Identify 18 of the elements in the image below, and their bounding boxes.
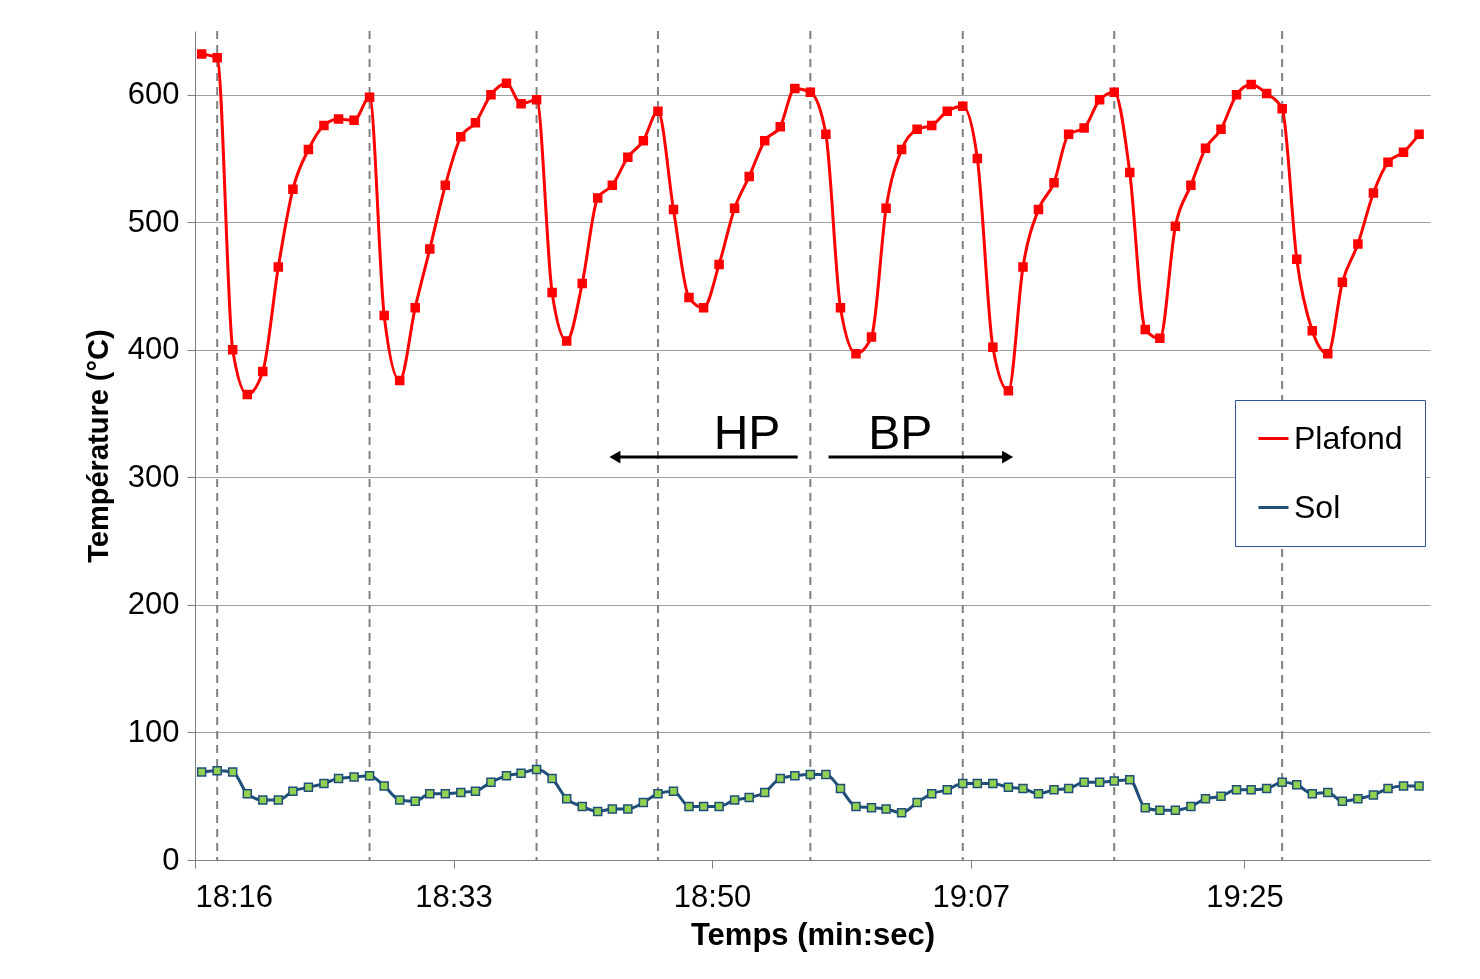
annotation: BP [868,405,933,459]
x-tick-label: 19:25 [1206,878,1284,914]
x-tick-label: 18:16 [195,878,274,914]
y-tick-label: 300 [127,458,180,494]
y-tick-label: 500 [127,203,180,239]
y-axis-title: Température (°C) [81,329,114,563]
y-tick-label: 0 [162,841,180,877]
legend-label: Plafond [1294,419,1403,456]
y-tick-label: 600 [127,76,180,112]
y-tick-label: 200 [127,586,180,622]
annotation: HP [713,405,781,459]
x-tick-label: 19:07 [932,878,1010,914]
legend-label: Sol [1294,488,1341,525]
y-tick-label: 100 [127,713,180,749]
x-tick-label: 18:50 [673,878,752,914]
y-tick-label: 400 [127,331,180,367]
x-tick-label: 18:33 [415,878,493,914]
x-axis-title: Temps (min:sec) [690,916,936,952]
